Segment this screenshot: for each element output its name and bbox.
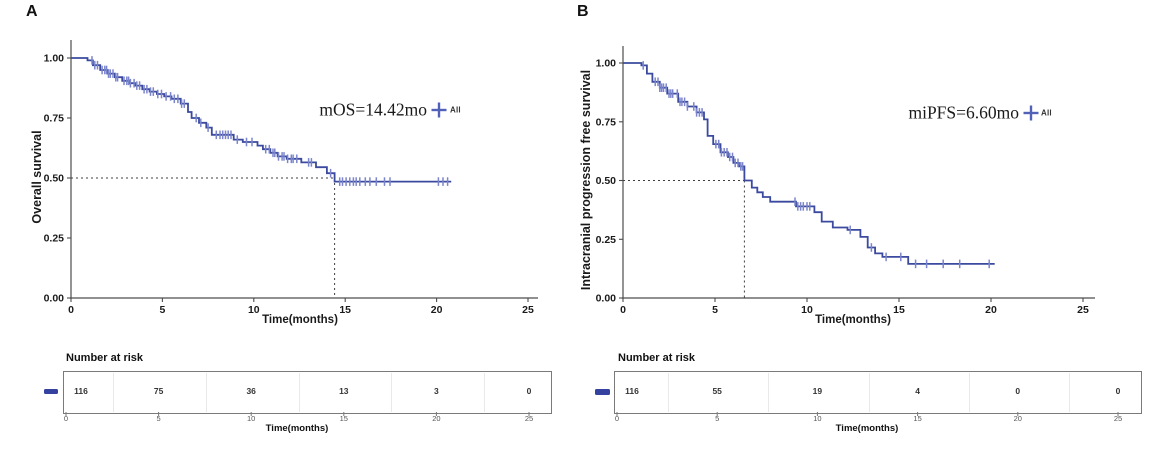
median-annotation-a: mOS=14.42mo xyxy=(319,99,427,120)
x-axis-title-b: Time(months) xyxy=(815,314,891,326)
x-tick-label-b: 5 xyxy=(712,304,718,316)
risk-tick-label-a: 25 xyxy=(524,414,534,423)
x-tick-label-a: 15 xyxy=(339,304,351,316)
risk-gridline-b xyxy=(868,373,870,412)
risk-tick-label-b: 10 xyxy=(813,414,822,423)
panel-a-label: A xyxy=(26,3,38,20)
risk-count-b: 116 xyxy=(625,386,639,396)
risk-gridline-a xyxy=(113,373,115,412)
legend-label-a: All xyxy=(450,105,461,115)
risk-count-b: 4 xyxy=(915,386,920,396)
risk-x-axis-title-b: Time(months) xyxy=(835,423,899,434)
risk-group-marker-b xyxy=(595,389,610,395)
risk-count-a: 116 xyxy=(74,386,88,396)
risk-table-title-b: Number at risk xyxy=(618,352,696,364)
risk-count-a: 36 xyxy=(246,386,256,396)
y-tick-label-a: 0.75 xyxy=(44,113,65,125)
y-tick-label-b: 0.50 xyxy=(596,175,617,187)
risk-gridline-a xyxy=(483,373,485,412)
x-tick-label-b: 15 xyxy=(893,304,905,316)
y-axis-title-b: Intracranial progression free survival xyxy=(579,69,593,291)
risk-tick-label-b: 20 xyxy=(1013,414,1022,423)
y-tick-label-b: 0.75 xyxy=(596,116,617,128)
legend-label-b: All xyxy=(1041,108,1052,118)
risk-tick-label-a: 5 xyxy=(156,414,161,423)
risk-table-box-a xyxy=(63,371,552,414)
risk-tick-label-b: 15 xyxy=(913,414,922,423)
x-tick-label-a: 25 xyxy=(522,304,534,316)
risk-tick-label-b: 25 xyxy=(1113,414,1123,423)
risk-gridline-b xyxy=(1068,373,1070,412)
risk-gridline-a xyxy=(298,373,300,412)
y-axis-title-a: Overall survival xyxy=(30,130,44,224)
y-tick-label-b: 0.00 xyxy=(596,293,617,305)
risk-count-b: 0 xyxy=(1015,386,1021,396)
y-tick-label-a: 0.00 xyxy=(44,293,65,305)
x-tick-label-a: 5 xyxy=(159,304,165,316)
risk-count-b: 0 xyxy=(1115,386,1121,396)
y-tick-label-a: 1.00 xyxy=(44,53,65,65)
risk-tick-label-a: 20 xyxy=(432,414,441,423)
risk-count-a: 0 xyxy=(526,386,532,396)
risk-tick-label-a: 15 xyxy=(339,414,348,423)
risk-count-b: 19 xyxy=(812,386,823,396)
km-curve-b xyxy=(623,62,995,265)
x-tick-label-a: 0 xyxy=(68,304,74,316)
risk-tick-label-a: 0 xyxy=(63,414,69,423)
risk-count-b: 55 xyxy=(712,386,722,396)
x-tick-label-b: 10 xyxy=(801,304,813,316)
risk-table-title-a: Number at risk xyxy=(66,352,144,364)
x-tick-label-a: 10 xyxy=(248,304,260,316)
risk-count-a: 75 xyxy=(153,386,164,396)
risk-tick-label-a: 10 xyxy=(247,414,256,423)
x-tick-label-b: 0 xyxy=(620,304,626,316)
risk-tick-label-b: 5 xyxy=(715,414,720,423)
median-annotation-b: miPFS=6.60mo xyxy=(908,102,1019,123)
risk-tick-label-b: 0 xyxy=(614,414,620,423)
y-tick-label-a: 0.50 xyxy=(44,173,65,185)
risk-gridline-b xyxy=(968,373,970,412)
x-axis-title-a: Time(months) xyxy=(262,314,338,326)
x-tick-label-b: 25 xyxy=(1077,304,1089,316)
risk-table-box-b xyxy=(614,371,1142,414)
risk-x-axis-title-a: Time(months) xyxy=(265,423,329,434)
x-tick-label-b: 20 xyxy=(985,304,997,316)
y-tick-label-b: 0.25 xyxy=(596,234,617,246)
risk-group-marker-a xyxy=(44,389,58,394)
x-tick-label-a: 20 xyxy=(431,304,443,316)
risk-count-a: 13 xyxy=(339,386,349,396)
risk-gridline-a xyxy=(205,373,207,412)
risk-gridline-b xyxy=(668,373,670,412)
y-tick-label-b: 1.00 xyxy=(596,58,617,70)
y-tick-label-a: 0.25 xyxy=(44,233,65,245)
risk-gridline-a xyxy=(391,373,393,412)
panel-b-label: B xyxy=(577,3,589,20)
risk-count-a: 3 xyxy=(434,386,439,396)
risk-gridline-b xyxy=(768,373,770,412)
